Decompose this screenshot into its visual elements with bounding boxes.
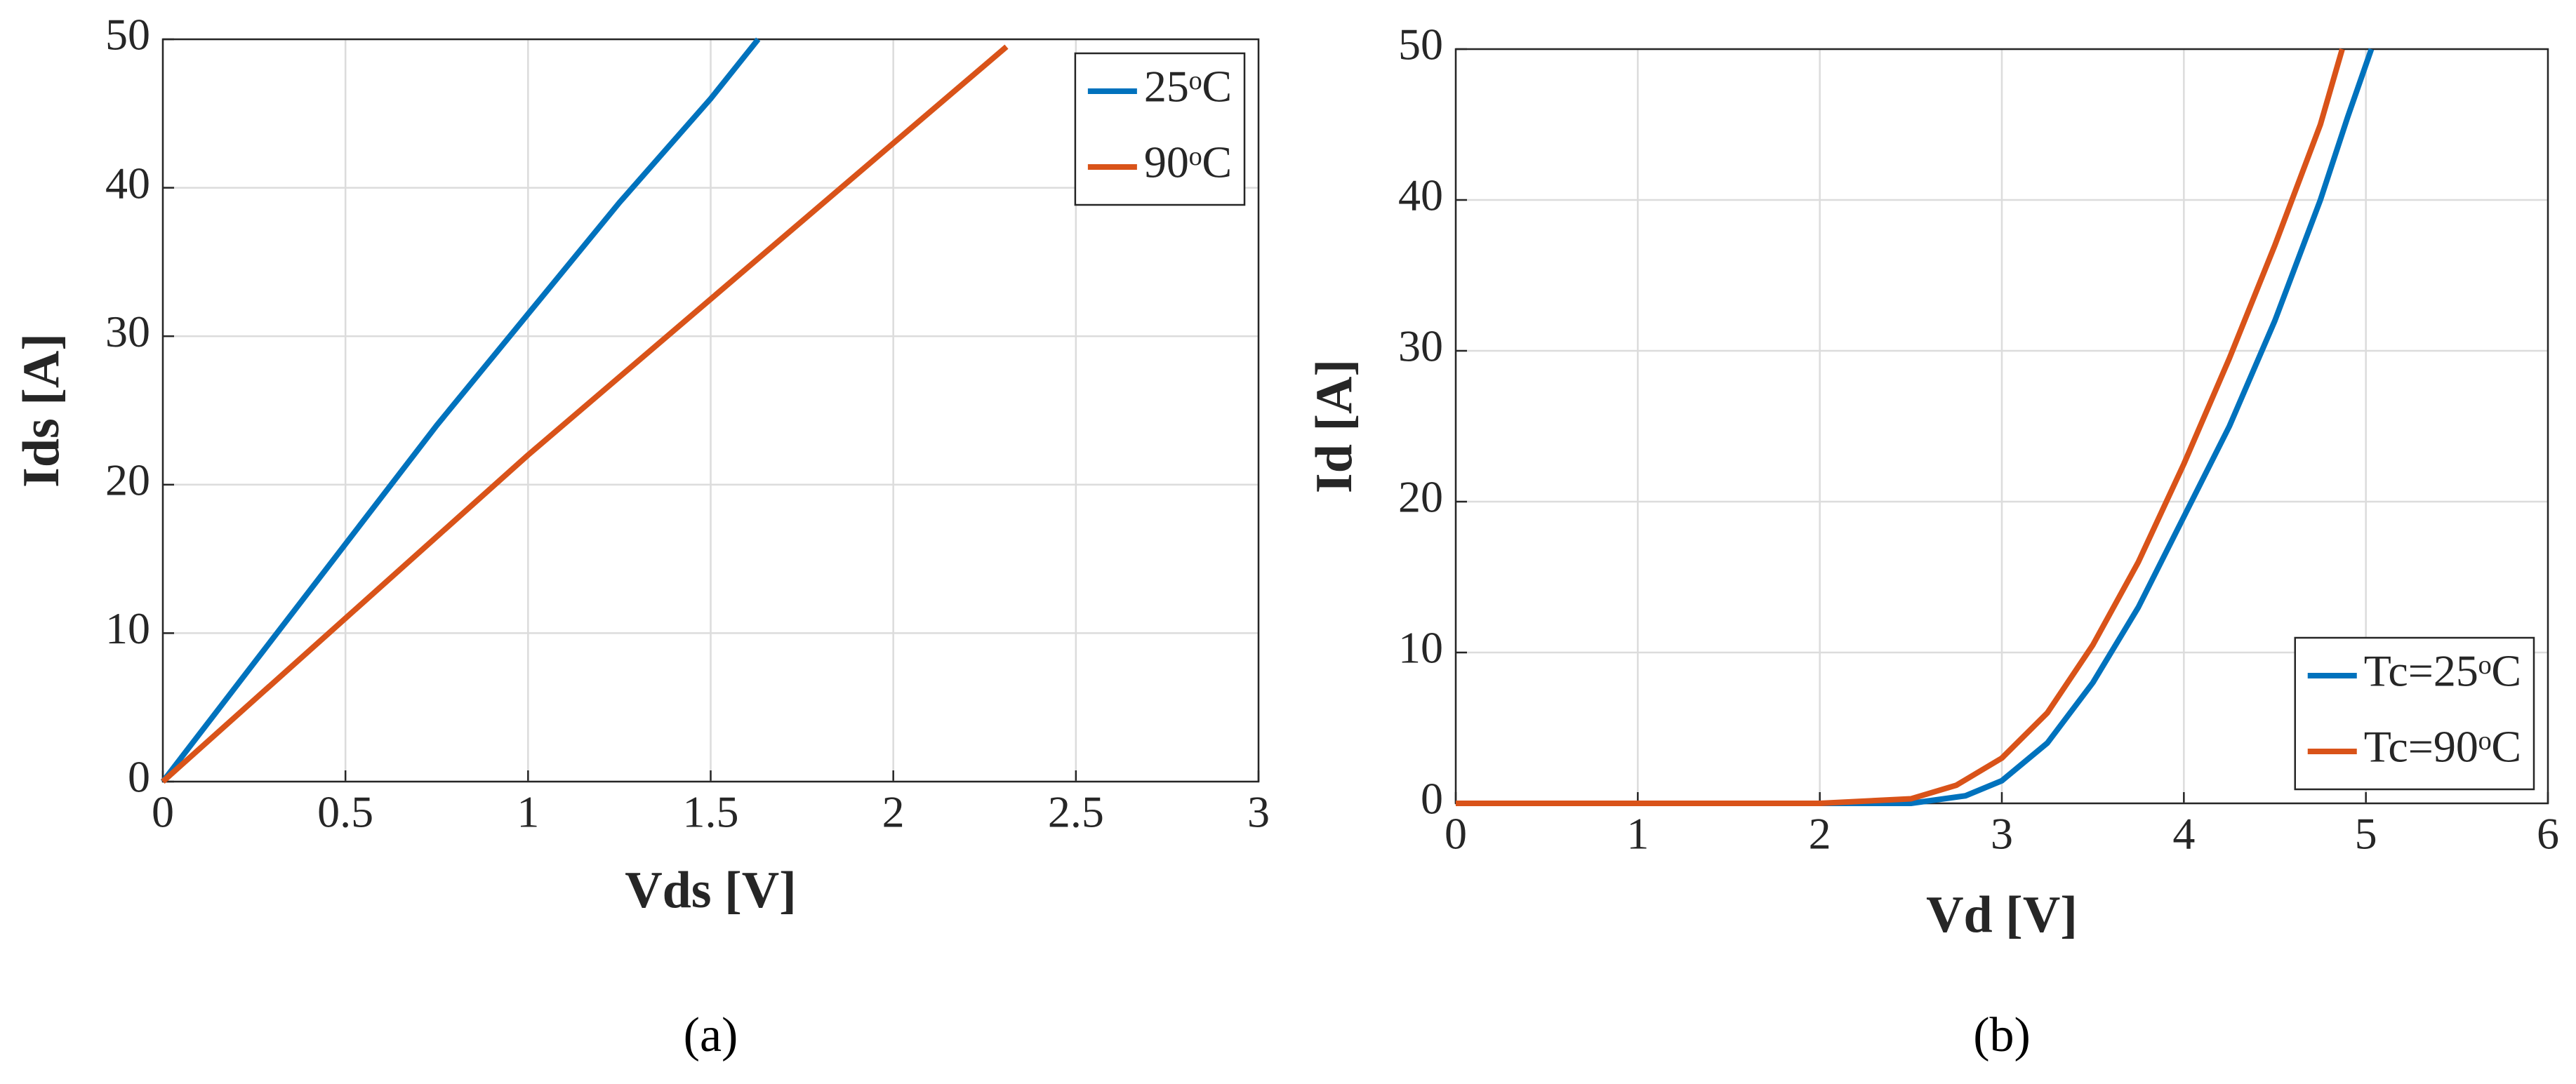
- x-tick-label: 5: [2355, 809, 2377, 859]
- x-tick-label: 2.5: [1048, 787, 1104, 837]
- x-tick-label: 3: [1991, 809, 2013, 859]
- x-tick-label: 1.5: [683, 787, 739, 837]
- legend-box: [1074, 52, 1246, 206]
- x-tick-label: 0: [1445, 809, 1467, 859]
- y-tick-label: 30: [105, 307, 150, 356]
- axes-box: [1454, 48, 2549, 805]
- legend: Tc=25ᵒC Tc=90ᵒC: [2294, 636, 2535, 791]
- x-axis-label: Vds [V]: [625, 862, 797, 919]
- x-tick-label: 2: [1809, 809, 1831, 859]
- y-tick-label: 50: [1398, 20, 1443, 69]
- y-tick-label: 30: [1398, 321, 1443, 371]
- legend-box: [2294, 636, 2535, 791]
- legend-label: Tc=25ᵒC: [2364, 646, 2521, 696]
- legend-label: 90ᵒC: [1144, 138, 1232, 187]
- legend-label: 25ᵒC: [1144, 62, 1232, 112]
- legend-label: Tc=90ᵒC: [2364, 722, 2521, 772]
- x-tick-label: 0: [152, 787, 174, 837]
- y-axis-label: Id [A]: [1306, 359, 1363, 493]
- x-tick-label: 1: [517, 787, 539, 837]
- data-line: [161, 44, 1009, 784]
- x-tick-label: 3: [1247, 787, 1270, 837]
- y-tick-label: 0: [128, 752, 150, 802]
- axes-box: [161, 38, 1260, 783]
- x-tick-label: 6: [2537, 809, 2559, 859]
- x-tick-label: 4: [2172, 809, 2195, 859]
- y-tick-label: 20: [1398, 472, 1443, 522]
- y-tick-label: 0: [1421, 774, 1443, 824]
- subplot-label: (b): [1973, 1008, 2031, 1062]
- legend: 25ᵒC 90ᵒC: [1074, 52, 1246, 206]
- y-tick-label: 20: [105, 455, 150, 504]
- y-tick-label: 50: [105, 10, 150, 60]
- x-tick-label: 2: [882, 787, 905, 837]
- data-line: [160, 37, 761, 784]
- subplot-label: (a): [684, 1008, 738, 1062]
- x-tick-label: 1: [1626, 809, 1649, 859]
- x-axis-label: Vd [V]: [1926, 886, 2078, 944]
- data-line: [1456, 48, 2345, 806]
- y-tick-label: 40: [1398, 170, 1443, 220]
- y-tick-label: 10: [105, 603, 150, 653]
- y-tick-label: 10: [1398, 623, 1443, 673]
- y-tick-label: 40: [105, 158, 150, 208]
- y-axis-label: Ids [A]: [13, 333, 70, 488]
- x-tick-label: 0.5: [317, 787, 373, 837]
